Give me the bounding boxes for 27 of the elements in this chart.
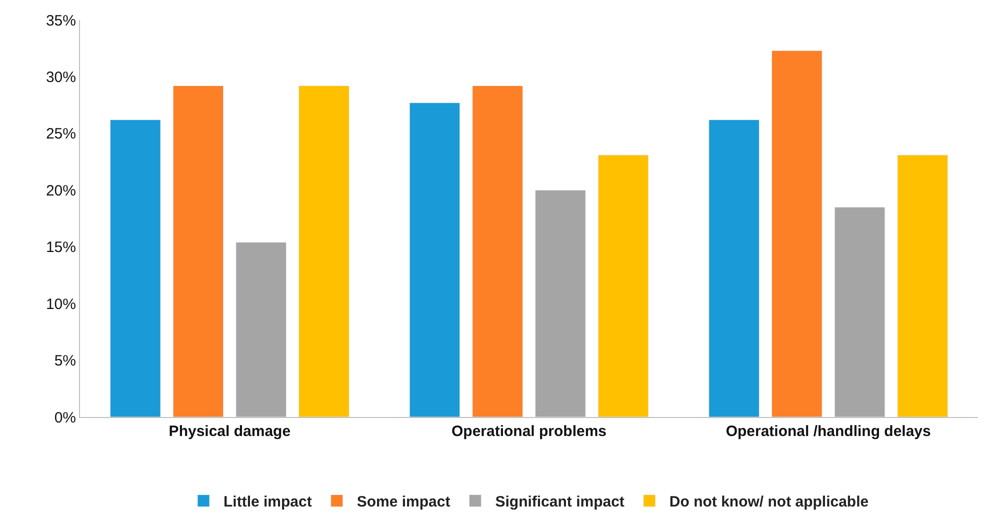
legend-label: Little impact [224,494,312,511]
bar [535,190,586,417]
y-tick-label: 25% [46,126,76,143]
bar [236,242,286,417]
bar [409,102,460,417]
bar [298,86,350,417]
y-tick-label: 5% [54,352,76,370]
bar [598,154,649,417]
bar [110,120,161,417]
y-tick-label: 15% [46,239,76,256]
x-tick-label: Operational problems [451,423,607,440]
y-tick-label: 0% [54,409,76,426]
y-tick-label: 20% [46,182,76,200]
bar [172,86,224,417]
x-tick-label: Operational /handling delays [726,423,931,440]
x-tick-label: Physical damage [168,423,291,440]
bar [472,86,523,417]
legend-label: Significant impact [495,494,624,511]
bar [772,50,822,417]
y-tick-label: 10% [46,296,76,313]
legend-label: Some impact [356,494,450,511]
bar [897,154,948,417]
legend-label: Do not know/ not applicable [669,494,869,511]
y-tick-label: 30% [46,68,76,86]
bar [834,206,886,417]
bar [708,120,760,417]
y-tick-label: 35% [46,12,76,30]
